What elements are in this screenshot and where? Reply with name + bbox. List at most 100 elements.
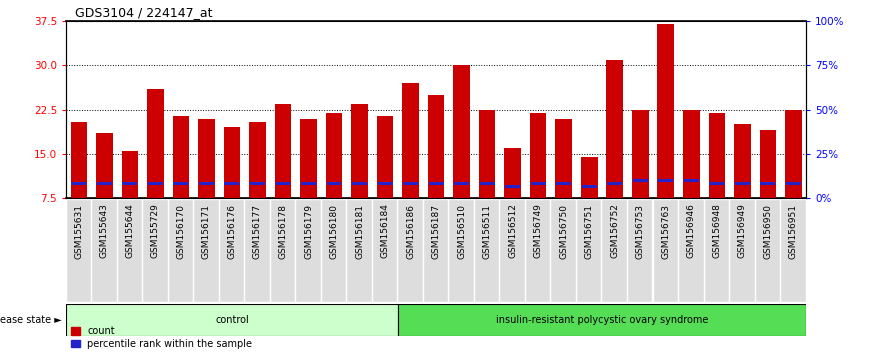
Bar (684, 179, 699, 182)
Bar (96, 133, 113, 198)
Bar (250, 182, 265, 185)
Text: disease state ►: disease state ► (0, 315, 62, 325)
Text: GSM156763: GSM156763 (662, 204, 670, 258)
Bar (633, 179, 648, 182)
Bar (301, 182, 316, 185)
Bar (326, 113, 343, 198)
Bar (224, 127, 241, 198)
Text: GSM156946: GSM156946 (687, 204, 696, 258)
Bar (199, 182, 214, 185)
Bar (581, 157, 597, 198)
FancyBboxPatch shape (219, 200, 244, 302)
Bar (555, 119, 572, 198)
FancyBboxPatch shape (373, 200, 397, 302)
FancyBboxPatch shape (168, 200, 193, 302)
Bar (71, 182, 86, 185)
Bar (300, 119, 317, 198)
Text: GSM156184: GSM156184 (381, 204, 389, 258)
Bar (785, 110, 802, 198)
Bar (607, 182, 622, 185)
Text: GSM156187: GSM156187 (432, 204, 440, 258)
Bar (429, 182, 443, 185)
FancyBboxPatch shape (756, 200, 780, 302)
FancyBboxPatch shape (347, 200, 372, 302)
FancyBboxPatch shape (398, 304, 806, 336)
Bar (556, 182, 571, 185)
Bar (708, 113, 725, 198)
FancyBboxPatch shape (475, 200, 500, 302)
Bar (327, 182, 342, 185)
Bar (148, 182, 163, 185)
Bar (632, 110, 648, 198)
Bar (352, 104, 368, 198)
Text: GSM156177: GSM156177 (253, 204, 262, 258)
FancyBboxPatch shape (705, 200, 729, 302)
Bar (734, 125, 751, 198)
Bar (377, 116, 393, 198)
Legend: count, percentile rank within the sample: count, percentile rank within the sample (71, 326, 253, 349)
Text: GSM156180: GSM156180 (329, 204, 338, 258)
Text: GSM156178: GSM156178 (278, 204, 287, 258)
FancyBboxPatch shape (66, 304, 398, 336)
Bar (70, 121, 87, 198)
Bar (428, 95, 444, 198)
Text: GSM156949: GSM156949 (737, 204, 747, 258)
Text: GSM156750: GSM156750 (559, 204, 568, 258)
FancyBboxPatch shape (449, 200, 474, 302)
FancyBboxPatch shape (245, 200, 270, 302)
Bar (352, 182, 367, 185)
Text: GSM156751: GSM156751 (585, 204, 594, 258)
Bar (709, 182, 724, 185)
FancyBboxPatch shape (781, 200, 805, 302)
Bar (606, 59, 623, 198)
FancyBboxPatch shape (322, 200, 346, 302)
Bar (122, 151, 138, 198)
Text: GSM156512: GSM156512 (508, 204, 517, 258)
Bar (276, 182, 291, 185)
FancyBboxPatch shape (526, 200, 551, 302)
FancyBboxPatch shape (398, 200, 423, 302)
Bar (683, 110, 700, 198)
Bar (530, 182, 545, 185)
FancyBboxPatch shape (679, 200, 704, 302)
FancyBboxPatch shape (296, 200, 321, 302)
Text: GSM156176: GSM156176 (227, 204, 236, 258)
Bar (658, 179, 673, 182)
Bar (198, 119, 215, 198)
Text: GSM155631: GSM155631 (74, 204, 84, 258)
Bar (249, 121, 266, 198)
Text: GSM156752: GSM156752 (611, 204, 619, 258)
Bar (529, 113, 546, 198)
FancyBboxPatch shape (93, 200, 116, 302)
Bar (174, 182, 189, 185)
FancyBboxPatch shape (628, 200, 653, 302)
Text: GSM156948: GSM156948 (713, 204, 722, 258)
FancyBboxPatch shape (552, 200, 576, 302)
Text: GSM156186: GSM156186 (406, 204, 415, 258)
Bar (378, 182, 393, 185)
Text: GSM156171: GSM156171 (202, 204, 211, 258)
FancyBboxPatch shape (730, 200, 754, 302)
FancyBboxPatch shape (143, 200, 167, 302)
Bar (786, 182, 801, 185)
Bar (97, 182, 112, 185)
Bar (479, 182, 494, 185)
Text: GSM156950: GSM156950 (763, 204, 773, 258)
FancyBboxPatch shape (67, 200, 91, 302)
Text: GSM156179: GSM156179 (304, 204, 313, 258)
Bar (173, 116, 189, 198)
Bar (454, 65, 470, 198)
Text: GSM155644: GSM155644 (125, 204, 135, 258)
Bar (760, 182, 775, 185)
Text: GSM156510: GSM156510 (457, 204, 466, 258)
FancyBboxPatch shape (118, 200, 142, 302)
Text: insulin-resistant polycystic ovary syndrome: insulin-resistant polycystic ovary syndr… (496, 315, 708, 325)
Bar (225, 182, 240, 185)
Bar (275, 104, 292, 198)
FancyBboxPatch shape (603, 200, 627, 302)
Text: GSM156181: GSM156181 (355, 204, 364, 258)
Bar (147, 89, 164, 198)
Bar (454, 182, 469, 185)
FancyBboxPatch shape (577, 200, 602, 302)
Bar (505, 185, 520, 188)
